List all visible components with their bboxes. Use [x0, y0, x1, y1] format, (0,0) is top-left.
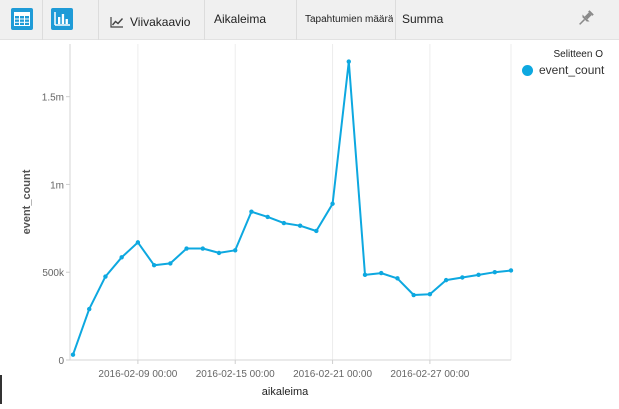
legend-item-event-count[interactable]: event_count — [522, 63, 604, 77]
y-tick-label: 1m — [50, 180, 64, 191]
data-point — [314, 228, 319, 234]
chart-type-dropdown[interactable]: Viivakaavio — [110, 11, 190, 33]
x-tick-label: 2016-02-27 00:00 — [390, 369, 469, 380]
data-point — [362, 272, 368, 278]
legend-marker — [522, 64, 533, 76]
data-point — [476, 272, 481, 278]
data-point — [233, 248, 238, 253]
data-point — [281, 220, 287, 226]
data-point — [395, 276, 400, 281]
series-line-event-count — [72, 60, 512, 356]
chart-type-label: Viivakaavio — [130, 15, 191, 29]
data-point — [379, 270, 384, 276]
x-tick-label: 2016-02-15 00:00 — [196, 369, 275, 380]
line-chart: 0 500k 1m 1.5m 2016-02-09 00:00 2016-02-15 00… — [21, 44, 514, 398]
x-tick-label: 2016-02-09 00:00 — [98, 369, 177, 380]
y-tick-label: 1.5m — [42, 93, 64, 104]
data-point — [330, 201, 335, 206]
y-tick-label: 0 — [58, 356, 64, 367]
data-point — [427, 291, 433, 297]
data-point — [70, 352, 76, 357]
toolbar-separator — [296, 0, 297, 40]
data-point — [492, 270, 497, 275]
split-field-selector[interactable]: Tapahtumien määrä — [305, 14, 393, 25]
x-tick-label: 2016-02-21 00:00 — [293, 369, 372, 380]
table-view-button[interactable] — [11, 8, 33, 30]
data-point — [265, 214, 270, 220]
legend-item-label: event_count — [539, 63, 605, 77]
data-point — [184, 246, 189, 251]
chart-toolbar: Viivakaavio Aikaleima Tapahtumien määrä … — [0, 0, 619, 40]
legend-title: Selitteen O — [553, 49, 603, 60]
data-point — [346, 59, 351, 64]
edge-marker — [0, 375, 2, 404]
toolbar-separator — [395, 0, 396, 40]
data-point — [168, 261, 173, 266]
data-point — [135, 240, 141, 245]
data-point — [103, 274, 108, 279]
chart-view-button[interactable] — [51, 8, 73, 30]
data-point — [119, 255, 124, 260]
data-point — [87, 306, 92, 312]
x-axis-title: aikaleima — [262, 386, 309, 398]
toolbar-separator — [98, 0, 99, 40]
pin-icon — [579, 10, 594, 25]
y-axis-title: event_count — [21, 169, 33, 234]
data-point — [508, 268, 514, 273]
data-point — [297, 223, 303, 228]
aggregate-selector[interactable]: Summa — [402, 12, 444, 26]
data-point — [411, 292, 416, 298]
bar-chart-icon — [51, 8, 73, 30]
toolbar-separator — [204, 0, 205, 40]
x-field-selector[interactable]: Aikaleima — [214, 12, 267, 26]
data-point — [200, 246, 205, 251]
table-icon — [11, 8, 33, 30]
data-point — [460, 275, 465, 280]
data-point — [151, 263, 157, 268]
y-tick-label: 500k — [42, 268, 65, 279]
pin-button[interactable] — [576, 7, 596, 29]
data-point — [216, 250, 222, 256]
data-point — [249, 209, 254, 214]
line-chart-icon — [110, 17, 124, 28]
data-point — [443, 277, 449, 283]
toolbar-separator — [42, 0, 43, 40]
chart-area: 0 500k 1m 1.5m 2016-02-09 00:00 2016-02-15 00… — [0, 40, 619, 404]
